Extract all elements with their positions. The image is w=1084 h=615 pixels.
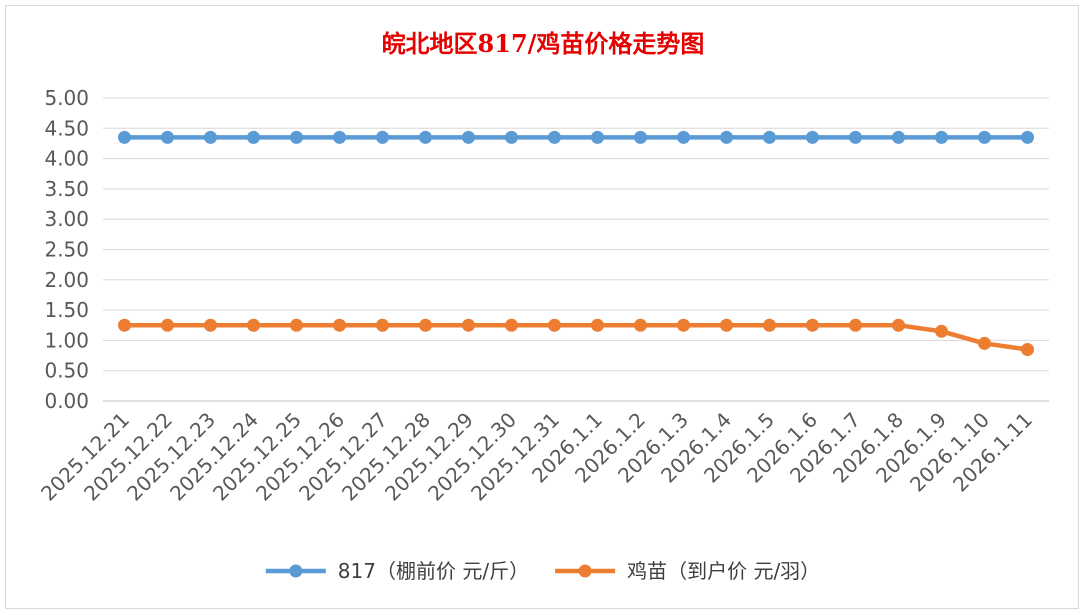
y-tick-label: 1.00 (44, 328, 89, 352)
legend-swatch-marker (289, 564, 303, 578)
data-point (548, 318, 561, 332)
legend-item: 817（棚前价 元/斤） (265, 559, 529, 583)
data-point (935, 130, 948, 144)
data-point (161, 130, 174, 144)
gridlines (103, 97, 1049, 402)
data-point (935, 324, 948, 338)
data-point (677, 130, 690, 144)
y-tick-label: 4.00 (44, 147, 89, 171)
data-point (247, 130, 260, 144)
data-point (247, 318, 260, 332)
y-tick-label: 0.00 (44, 389, 89, 413)
data-point (634, 318, 647, 332)
legend-item: 鸡苗（到户价 元/羽） (555, 559, 820, 583)
data-point (806, 130, 819, 144)
y-tick-label: 3.00 (44, 207, 89, 231)
y-tick-label: 4.50 (44, 116, 89, 140)
data-point (462, 318, 475, 332)
data-point (806, 318, 819, 332)
data-point (892, 130, 905, 144)
legend-label: 鸡苗（到户价 元/羽） (627, 559, 820, 583)
data-point (419, 318, 432, 332)
series-layer (118, 130, 1034, 356)
data-point (978, 130, 991, 144)
legend: 817（棚前价 元/斤） 鸡苗（到户价 元/羽） (265, 559, 820, 583)
data-point (462, 130, 475, 144)
data-point (849, 318, 862, 332)
data-point (290, 318, 303, 332)
data-point (333, 130, 346, 144)
data-point (290, 130, 303, 144)
y-tick-label: 3.50 (44, 177, 89, 201)
data-point (376, 318, 389, 332)
y-tick-label: 2.00 (44, 268, 89, 292)
series-line (122, 323, 1030, 352)
chart-frame: 皖北地区817/鸡苗价格走势图 0.00 0.50 1.00 1.50 2.00 2.50… (5, 5, 1079, 609)
data-point (376, 130, 389, 144)
data-point (763, 130, 776, 144)
data-point (204, 318, 217, 332)
chart-title: 皖北地区817/鸡苗价格走势图 (382, 29, 705, 58)
data-point (892, 318, 905, 332)
data-point (548, 130, 561, 144)
data-point (849, 130, 862, 144)
data-point (505, 318, 518, 332)
data-point (677, 318, 690, 332)
data-point (1021, 342, 1034, 356)
series-1 (118, 318, 1034, 356)
y-tick-label: 5.00 (44, 86, 89, 110)
data-point (591, 318, 604, 332)
data-point (720, 130, 733, 144)
y-axis-ticks: 0.00 0.50 1.00 1.50 2.00 2.50 3.00 3.50 4.00 4.50… (44, 86, 89, 413)
data-point (591, 130, 604, 144)
data-point (204, 130, 217, 144)
y-tick-label: 1.50 (44, 298, 89, 322)
data-point (505, 130, 518, 144)
data-point (161, 318, 174, 332)
y-tick-label: 0.50 (44, 359, 89, 383)
data-point (333, 318, 346, 332)
y-tick-label: 2.50 (44, 238, 89, 262)
data-point (1021, 130, 1034, 144)
data-point (720, 318, 733, 332)
line-chart: 皖北地区817/鸡苗价格走势图 0.00 0.50 1.00 1.50 2.00 2.50… (36, 29, 1049, 583)
data-point (118, 130, 131, 144)
data-point (763, 318, 776, 332)
x-axis-ticks: 2025.12.212025.12.222025.12.232025.12.24… (36, 408, 1037, 506)
legend-swatch-marker (578, 564, 592, 578)
legend-label: 817（棚前价 元/斤） (338, 559, 529, 583)
series-0 (118, 130, 1034, 144)
data-point (978, 336, 991, 350)
data-point (419, 130, 432, 144)
data-point (634, 130, 647, 144)
data-point (118, 318, 131, 332)
